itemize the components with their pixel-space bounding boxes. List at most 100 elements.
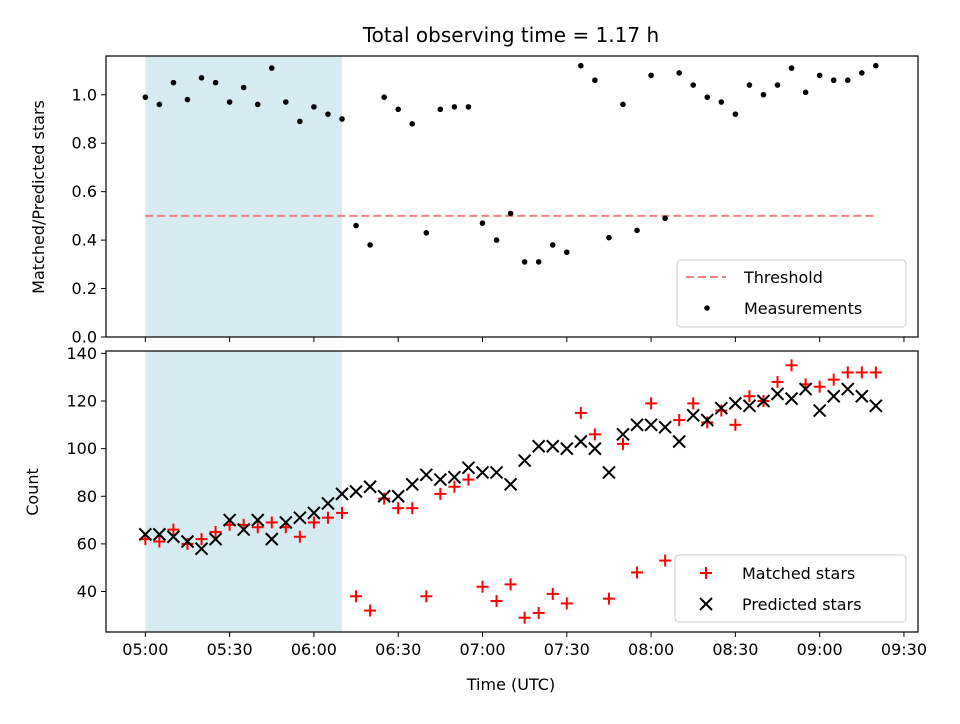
- measurement-point: [578, 62, 584, 69]
- x-tick-label: 06:30: [375, 640, 421, 659]
- predicted-star-point: [827, 389, 841, 403]
- measurement-point: [634, 227, 640, 234]
- predicted-star-point: [405, 477, 419, 492]
- bottom-legend-box: [674, 554, 907, 623]
- bottom-x-ticks: 05:00 05:30 06:00 06:30 07:00 07:30 08:00 08:30…: [122, 632, 927, 659]
- x-tick-label: 07:30: [544, 640, 590, 659]
- matched-star-point: [209, 525, 222, 538]
- predicted-star-point: [503, 477, 518, 492]
- top-legend: Threshold Measurements: [676, 259, 907, 328]
- bottom-y-ticks: 40 60 80 100 120 140: [66, 344, 106, 601]
- predicted-star-point: [194, 541, 209, 556]
- x-tick-label: 09:00: [797, 640, 843, 659]
- measurement-point: [606, 234, 612, 241]
- top-y-ticks: 0.0 0.2 0.4 0.6 0.8 1.0: [72, 85, 106, 347]
- predicted-star-point: [166, 530, 181, 544]
- predicted-star-point: [208, 532, 223, 546]
- bottom-axes-frame: [105, 350, 919, 633]
- matched-star-point: [462, 473, 475, 486]
- measurement-point: [198, 75, 205, 81]
- measurement-point: [297, 118, 303, 125]
- matched-star-point: [153, 535, 166, 548]
- predicted-star-point: [363, 480, 377, 494]
- predicted-star-point: [307, 506, 321, 520]
- measurement-point: [268, 65, 275, 71]
- matched-star-point: [715, 404, 728, 417]
- predicted-stars-points: [138, 382, 883, 556]
- predicted-star-point: [644, 418, 658, 432]
- predicted-star-point: [377, 489, 391, 503]
- measurement-point: [142, 94, 149, 100]
- y-tick-label: 0.8: [72, 134, 97, 153]
- matched-star-point: [869, 366, 882, 379]
- predicted-star-point: [419, 468, 434, 482]
- x-tick-label: 06:00: [291, 640, 337, 659]
- figure-title: Total observing time = 1.17 h: [362, 23, 659, 47]
- predicted-star-point: [602, 465, 616, 480]
- y-tick-label: 0.0: [72, 328, 97, 347]
- measurement-point: [802, 89, 809, 96]
- top-axes-frame: [105, 55, 919, 338]
- measurement-point: [816, 72, 823, 79]
- measurement-point: [451, 104, 458, 110]
- matched-star-point: [659, 554, 672, 567]
- threshold-legend-label: Threshold: [743, 268, 823, 287]
- bottom-y-axis-label: Count: [23, 468, 42, 516]
- predicted-star-point: [756, 394, 771, 408]
- measurements-legend-label: Measurements: [744, 299, 862, 318]
- matched-star-point: [181, 537, 194, 550]
- predicted-star-point: [588, 441, 602, 456]
- matched-star-point: [841, 366, 854, 379]
- measurement-point: [423, 230, 430, 236]
- predicted-star-point: [560, 441, 574, 456]
- measurement-point: [732, 111, 739, 117]
- y-tick-label: 40: [77, 582, 97, 601]
- predicted-star-point: [546, 439, 560, 453]
- bottom-shaded-region: [145, 351, 343, 632]
- measurement-point: [479, 220, 486, 226]
- measurement-point: [662, 215, 668, 222]
- predicted-star-point: [447, 470, 462, 484]
- measurement-point: [283, 99, 289, 105]
- measurement-point: [760, 91, 767, 98]
- matched-star-point: [490, 595, 503, 608]
- measurement-point: [395, 106, 402, 113]
- measurement-point: [549, 242, 556, 248]
- measurement-point: [676, 70, 682, 76]
- y-tick-label: 120: [66, 392, 97, 411]
- measurement-point: [788, 65, 795, 71]
- predicted-star-point: [138, 527, 153, 542]
- measurement-point: [774, 82, 781, 88]
- predicted-star-point: [784, 391, 799, 406]
- measurement-point: [254, 101, 261, 108]
- measurement-point: [409, 121, 416, 127]
- matched-star-point: [546, 587, 559, 600]
- y-tick-label: 100: [66, 439, 97, 458]
- measurement-point: [718, 99, 725, 105]
- predicted-star-point: [461, 460, 476, 475]
- measurement-point: [465, 104, 472, 110]
- bottom-panel: 05:00 05:30 06:00 06:30 07:00 07:30 08:00 08:30…: [23, 344, 927, 694]
- measurements-legend-swatch: [704, 305, 710, 311]
- matched-legend-swatch: [700, 567, 712, 579]
- matched-legend-label: Matched stars: [742, 564, 855, 583]
- matched-star-point: [336, 506, 349, 519]
- measurement-point: [493, 237, 500, 243]
- matched-star-point: [167, 523, 180, 536]
- predicted-star-point: [869, 399, 883, 413]
- predicted-star-point: [574, 434, 588, 449]
- bottom-legend: Matched stars Predicted stars: [674, 554, 907, 623]
- predicted-legend-swatch: [699, 597, 713, 611]
- measurement-point: [170, 79, 177, 86]
- predicted-star-point: [321, 496, 335, 511]
- top-shaded-region: [145, 56, 343, 337]
- predicted-star-point: [770, 387, 785, 401]
- predicted-star-point: [293, 510, 307, 525]
- matched-star-point: [378, 492, 391, 505]
- predicted-star-point: [672, 434, 686, 449]
- matched-star-point: [448, 480, 461, 493]
- matched-star-point: [364, 604, 377, 617]
- measurement-point: [156, 101, 163, 108]
- predicted-star-point: [616, 427, 630, 442]
- top-panel: 0.0 0.2 0.4 0.6 0.8 1.0 Matched/Predicted sta…: [29, 55, 919, 347]
